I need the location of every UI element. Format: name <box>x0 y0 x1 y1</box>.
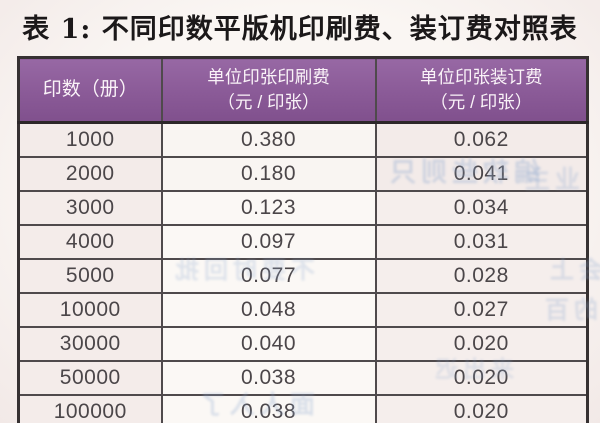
print-fee-cell: 0.097 <box>160 224 377 260</box>
table-row: 2000 0.180 0.041 <box>17 156 589 192</box>
col-header-binding-fee-line1: 单位印张装订费 <box>420 66 543 87</box>
page-title: 表 1: 不同印数平版机印刷费、装订费对照表 <box>22 14 578 45</box>
print-fee-cell: 0.048 <box>160 292 377 328</box>
binding-fee-cell: 0.062 <box>374 121 589 158</box>
binding-fee-cell: 0.020 <box>374 326 589 362</box>
qty-cell: 100000 <box>17 394 163 423</box>
print-fee-cell: 0.038 <box>160 394 377 423</box>
col-header-print-quantity: 印数（册） <box>17 56 163 124</box>
binding-fee-cell: 0.027 <box>374 292 589 328</box>
table-row: 5000 0.077 0.028 <box>17 258 589 294</box>
table-row: 4000 0.097 0.031 <box>17 224 589 260</box>
table-row: 1000 0.380 0.062 <box>17 121 589 158</box>
binding-fee-cell: 0.034 <box>374 190 589 226</box>
binding-fee-cell: 0.041 <box>374 156 589 192</box>
table-row: 10000 0.048 0.027 <box>17 292 589 328</box>
print-fee-cell: 0.040 <box>160 326 377 362</box>
table-row: 50000 0.038 0.020 <box>17 360 589 396</box>
qty-cell: 30000 <box>17 326 163 362</box>
binding-fee-cell: 0.028 <box>374 258 589 294</box>
qty-cell: 3000 <box>17 190 163 226</box>
table-row: 100000 0.038 0.020 <box>17 394 589 423</box>
table-header-row: 印数（册） 单位印张印刷费 （元 / 印张） 单位印张装订费 （元 / 印张） <box>17 56 589 124</box>
print-fee-cell: 0.180 <box>160 156 377 192</box>
fees-comparison-table: 印数（册） 单位印张印刷费 （元 / 印张） 单位印张装订费 （元 / 印张） … <box>17 56 589 423</box>
table-row: 30000 0.040 0.020 <box>17 326 589 362</box>
col-header-binding-fee-line2: （元 / 印张） <box>430 92 533 112</box>
col-header-print-fee: 单位印张印刷费 （元 / 印张） <box>160 56 377 124</box>
col-header-qty-label: 印数（册） <box>42 79 138 101</box>
qty-cell: 50000 <box>17 360 163 396</box>
table-row: 3000 0.123 0.034 <box>17 190 589 226</box>
qty-cell: 10000 <box>17 292 163 328</box>
print-fee-cell: 0.123 <box>160 190 377 226</box>
print-fee-cell: 0.380 <box>160 121 377 158</box>
qty-cell: 2000 <box>17 156 163 192</box>
binding-fee-cell: 0.031 <box>374 224 589 260</box>
col-header-print-fee-line2: （元 / 印张） <box>217 92 320 112</box>
qty-cell: 5000 <box>17 258 163 294</box>
qty-cell: 1000 <box>17 121 163 158</box>
qty-cell: 4000 <box>17 224 163 260</box>
binding-fee-cell: 0.020 <box>374 394 589 423</box>
print-fee-cell: 0.038 <box>160 360 377 396</box>
col-header-print-fee-line1: 单位印张印刷费 <box>207 66 330 87</box>
binding-fee-cell: 0.020 <box>374 360 589 396</box>
col-header-binding-fee: 单位印张装订费 （元 / 印张） <box>374 56 589 124</box>
print-fee-cell: 0.077 <box>160 258 377 294</box>
